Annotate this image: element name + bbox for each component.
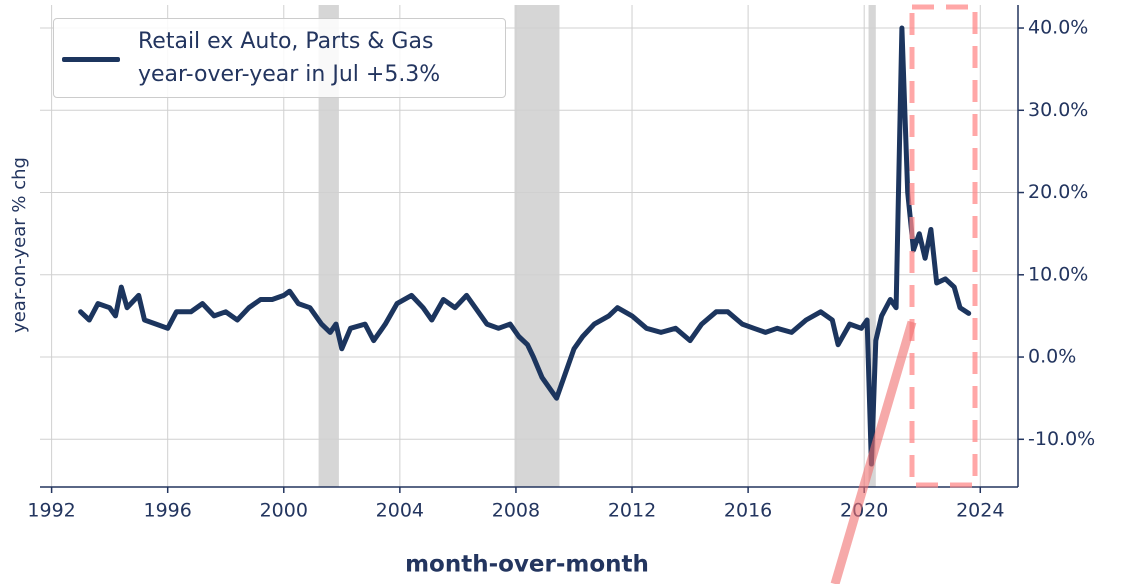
recession-band [318,5,339,487]
x-tick-label: 2008 [492,500,540,522]
x-tick-label: 2024 [956,500,1004,522]
x-tick-label: 2012 [608,500,656,522]
y-tick-label: 20.0% [1028,181,1088,203]
x-tick-label: 2004 [376,500,424,522]
y-axis-label: year-on-year % chg [9,157,30,333]
recession-band [514,5,560,487]
y-tick-label: 0.0% [1028,346,1076,368]
x-tick-label: 2016 [724,500,772,522]
legend-label: Retail ex Auto, Parts & Gas year-over-ye… [138,29,441,87]
x-tick-label: 2000 [260,500,308,522]
recession-band [868,5,876,487]
x-axis-label: month-over-month [405,552,649,578]
y-tick-label: 40.0% [1028,17,1088,39]
x-tick-label: 1992 [27,500,75,522]
legend: Retail ex Auto, Parts & Gas year-over-ye… [53,18,506,98]
x-tick-label: 2020 [840,500,888,522]
y-tick-label: 30.0% [1028,99,1088,121]
x-tick-label: 1996 [144,500,192,522]
annotation-arrow [830,320,917,584]
y-tick-label: 10.0% [1028,263,1088,285]
y-tick-label: -10.0% [1028,428,1095,450]
legend-swatch [62,57,120,62]
